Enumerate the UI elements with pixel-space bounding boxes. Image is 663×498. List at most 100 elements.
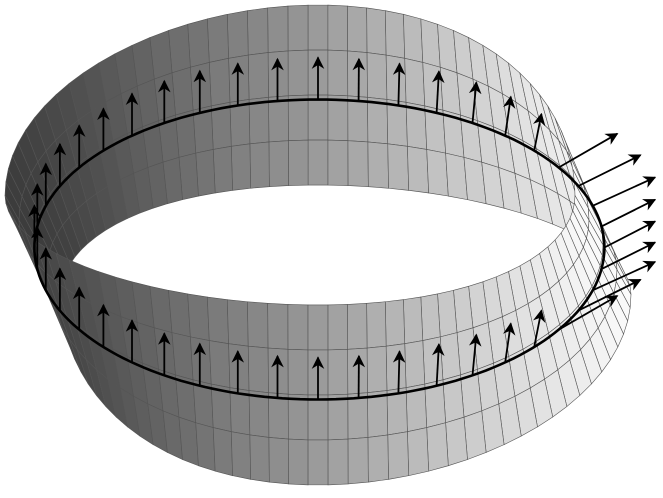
surface-patch (287, 49, 309, 97)
surface-patch (403, 296, 424, 345)
surface-patch (327, 304, 348, 351)
surface-patch (268, 437, 289, 485)
surface-patch (366, 7, 387, 56)
surface-patch (385, 343, 407, 391)
surface-patch (168, 23, 191, 74)
surface-patch (367, 434, 389, 483)
normal-vector-arrow (577, 278, 642, 312)
surface-patch (206, 13, 229, 63)
surface-patch (247, 52, 269, 100)
normal-vector-arrow (431, 70, 445, 113)
normal-vector-arrow (468, 81, 482, 124)
surface-patch (422, 61, 444, 111)
surface-patch (385, 10, 406, 59)
surface-patch (327, 348, 349, 396)
surface-patch (195, 422, 216, 472)
surface-patch (404, 57, 426, 107)
surface-patch (347, 140, 369, 187)
surface-patch (407, 145, 430, 194)
surface-patch (267, 303, 289, 350)
normal-vector-arrow (601, 198, 657, 228)
surface-patch (422, 336, 444, 385)
surface-patch (287, 393, 309, 441)
surface-patch (267, 5, 289, 53)
surface-patch (307, 394, 329, 441)
surface-patch (247, 345, 269, 394)
surface-patch (226, 10, 249, 59)
surface-patch (171, 332, 194, 381)
surface-patch (385, 54, 407, 103)
surface-patch (366, 345, 388, 394)
normal-vector-arrow (468, 333, 482, 376)
surface-patch (230, 431, 251, 480)
surface-patch (228, 54, 250, 103)
normal-vector-arrow (533, 309, 546, 348)
normal-vector-arrow (558, 132, 619, 169)
surface-patch (426, 422, 449, 472)
surface-patch (195, 149, 216, 197)
surface-patch (288, 139, 309, 186)
surface-patch (268, 140, 289, 187)
surface-patch (387, 143, 410, 191)
surface-patch (190, 62, 212, 111)
surface-patch (230, 143, 251, 191)
surface-patch (247, 301, 269, 349)
normal-vector-arrow (577, 154, 642, 187)
normal-vector-arrow (603, 220, 657, 249)
surface-patch (439, 332, 461, 381)
surface-patch (347, 347, 368, 395)
surface-patch (287, 304, 309, 351)
surface-patch (420, 293, 441, 341)
normal-vector-arrow (533, 112, 546, 151)
surface-patch (287, 4, 309, 52)
surface-patch (327, 4, 348, 52)
surface-patch (403, 13, 424, 63)
surface-patch (287, 94, 309, 142)
surface-patch (249, 434, 270, 483)
surface-patch (228, 343, 250, 391)
surface-patch (437, 289, 458, 338)
surface-patch (420, 18, 441, 68)
surface-patch (463, 410, 487, 460)
normal-vector-arrow (502, 322, 516, 363)
surface-patch (347, 437, 369, 485)
surface-patch (387, 431, 410, 480)
surface-patch (307, 139, 329, 186)
surface-patch (187, 293, 210, 341)
normal-vector-arrow (558, 295, 619, 331)
surface-patch (426, 149, 449, 197)
surface-patch (327, 393, 349, 441)
normal-vector-arrow (431, 343, 445, 386)
surface-patch (445, 416, 468, 467)
surface-patch (307, 94, 329, 141)
surface-patch (327, 438, 349, 486)
surface-patch (212, 427, 233, 477)
surface-patch (385, 299, 406, 347)
surface-patch (208, 57, 231, 107)
surface-patch (190, 336, 212, 385)
surface-patch (404, 340, 426, 389)
normal-vector-arrow (601, 241, 657, 270)
mobius-surface (4, 4, 632, 486)
surface-patch (327, 139, 349, 186)
surface-patch (327, 49, 349, 97)
surface-patch (307, 4, 329, 51)
surface-patch (367, 141, 389, 189)
surface-patch (407, 427, 430, 477)
normal-vector-arrow (592, 176, 657, 207)
surface-patch (187, 18, 210, 68)
normal-vector-arrow (502, 95, 516, 136)
surface-patch (206, 296, 229, 345)
surface-patch (226, 299, 249, 347)
normal-vector-arrow (392, 350, 406, 394)
surface-patch (327, 94, 349, 142)
normal-vector-arrow (592, 260, 657, 292)
normal-vector-arrow (392, 62, 406, 106)
surface-patch (212, 145, 233, 194)
surface-patch (347, 303, 368, 350)
surface-patch (287, 348, 309, 396)
surface-patch (168, 289, 191, 338)
normal-vectors (28, 56, 657, 400)
